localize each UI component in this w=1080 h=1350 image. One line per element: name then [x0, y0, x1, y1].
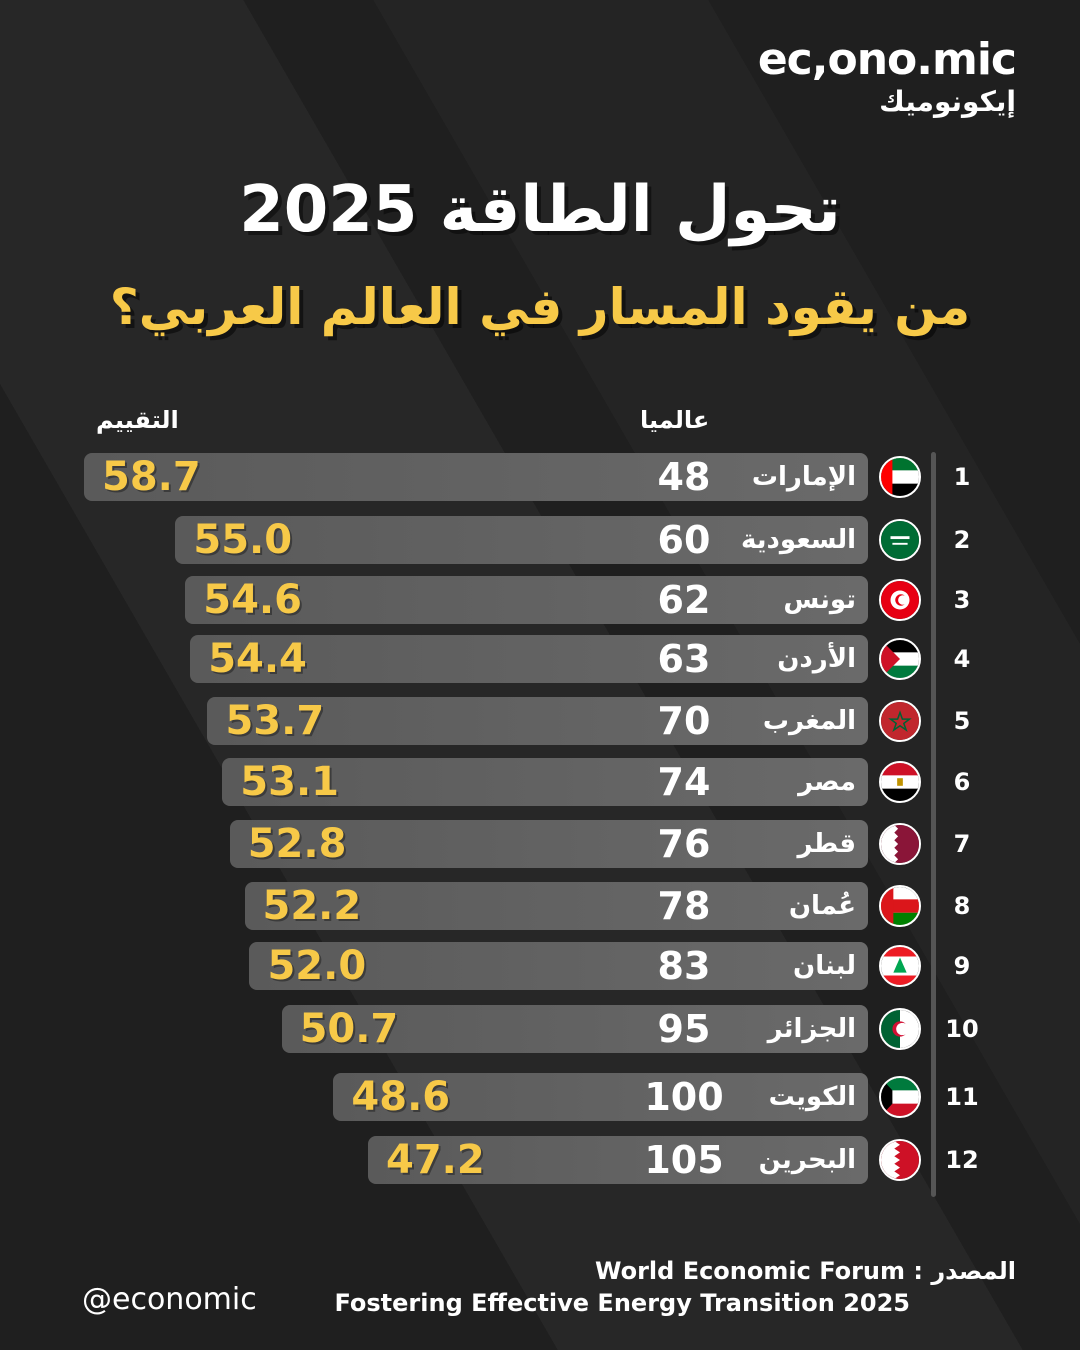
score-bar	[368, 1136, 868, 1184]
bahrain-flag-icon	[879, 1139, 921, 1181]
score-label: 52.2	[262, 883, 362, 929]
global-rank-label: 83	[657, 944, 711, 988]
country-label: الأردن	[777, 644, 856, 674]
chart-row: 54.6 62 تونس 3	[0, 576, 1080, 624]
chart-row: 54.4 63 الأردن 4	[0, 635, 1080, 683]
global-rank-label: 78	[657, 884, 711, 928]
score-bar	[84, 453, 868, 501]
country-label: الكويت	[768, 1082, 856, 1112]
rank-label: 2	[953, 526, 971, 554]
score-label: 55.0	[193, 517, 293, 563]
rank-label: 5	[953, 707, 971, 735]
score-bar	[175, 516, 868, 564]
score-bar	[281, 1005, 868, 1053]
uae-flag-icon	[879, 456, 921, 498]
jordan-flag-icon	[879, 638, 921, 680]
rank-divider	[931, 452, 936, 1197]
page-subtitle: من يقود المسار في العالم العربي؟	[109, 278, 971, 336]
kuwait-flag-icon	[879, 1076, 921, 1118]
saudi-flag-icon	[879, 519, 921, 561]
global-rank-label: 105	[644, 1138, 724, 1182]
score-bar	[185, 576, 868, 624]
country-label: المغرب	[762, 706, 856, 736]
rank-label: 11	[945, 1083, 979, 1111]
source-line-2: Fostering Effective Energy Transition 20…	[334, 1289, 910, 1317]
score-label: 54.6	[203, 577, 302, 623]
morocco-flag-icon	[879, 700, 921, 742]
score-bar	[244, 882, 868, 930]
score-label: 50.7	[299, 1006, 399, 1052]
lebanon-flag-icon	[879, 945, 921, 987]
country-label: الجزائر	[767, 1014, 856, 1044]
chart-row: 52.8 76 قطر 7	[0, 820, 1080, 868]
rank-label: 10	[945, 1015, 979, 1043]
score-label: 48.6	[351, 1074, 451, 1120]
score-label: 54.4	[208, 636, 307, 682]
chart-row: 53.7 70 المغرب 5	[0, 697, 1080, 745]
score-bar	[222, 758, 868, 806]
chart-row: 55.0 60 السعودية 2	[0, 516, 1080, 564]
rank-label: 7	[953, 830, 971, 858]
country-label: مصر	[798, 767, 856, 797]
global-rank-label: 100	[644, 1075, 724, 1119]
qatar-flag-icon	[879, 823, 921, 865]
chart-row: 50.7 95 الجزائر 10	[0, 1005, 1080, 1053]
global-rank-label: 76	[657, 822, 711, 866]
global-rank-label: 62	[657, 578, 711, 622]
score-bar	[333, 1073, 868, 1121]
country-label: لبنان	[793, 951, 856, 981]
score-label: 58.7	[102, 454, 201, 500]
rank-label: 1	[953, 463, 971, 491]
score-label: 53.7	[225, 698, 325, 744]
global-rank-column-header: عالميا	[640, 406, 710, 434]
score-column-header: التقييم	[96, 406, 179, 434]
score-bar	[249, 942, 868, 990]
score-label: 52.0	[267, 943, 367, 989]
social-handle: @economic	[82, 1282, 257, 1317]
rank-label: 3	[953, 586, 971, 614]
global-rank-label: 95	[657, 1007, 711, 1051]
global-rank-label: 70	[657, 699, 711, 743]
score-bar	[190, 635, 868, 683]
rank-label: 6	[953, 768, 971, 796]
rank-label: 9	[953, 952, 971, 980]
logo-arabic: إيكونوميك	[879, 85, 1016, 118]
logo-latin: ec,ono.mic	[757, 34, 1017, 85]
country-label: عُمان	[788, 891, 856, 921]
chart-row: 48.6 100 الكويت 11	[0, 1073, 1080, 1121]
rank-label: 12	[945, 1146, 979, 1174]
algeria-flag-icon	[879, 1008, 921, 1050]
rank-label: 4	[953, 645, 971, 673]
source-line-1: World Economic Forum : المصدر	[594, 1257, 1016, 1285]
chart-row: 52.0 83 لبنان 9	[0, 942, 1080, 990]
chart-row: 52.2 78 عُمان 8	[0, 882, 1080, 930]
score-label: 47.2	[386, 1137, 485, 1183]
score-bar	[207, 697, 868, 745]
country-label: البحرين	[758, 1145, 856, 1175]
brand-logo: ec,ono.mic إيكونوميك	[757, 34, 1017, 118]
chart-row: 58.7 48 الإمارات 1	[0, 453, 1080, 501]
tunisia-flag-icon	[879, 579, 921, 621]
rank-label: 8	[953, 892, 971, 920]
page-title: تحول الطاقة 2025	[239, 173, 841, 247]
score-label: 53.1	[240, 759, 339, 805]
chart-row: 47.2 105 البحرين 12	[0, 1136, 1080, 1184]
global-rank-label: 60	[657, 518, 711, 562]
oman-flag-icon	[879, 885, 921, 927]
egypt-flag-icon	[879, 761, 921, 803]
chart-row: 53.1 74 مصر 6	[0, 758, 1080, 806]
score-label: 52.8	[247, 821, 347, 867]
country-label: قطر	[797, 829, 856, 859]
global-rank-label: 63	[657, 637, 711, 681]
global-rank-label: 48	[657, 455, 711, 499]
source-note: World Economic Forum : المصدر Fostering …	[334, 1255, 1016, 1319]
country-label: السعودية	[741, 525, 856, 555]
country-label: تونس	[783, 585, 856, 615]
score-bar	[229, 820, 868, 868]
global-rank-label: 74	[657, 760, 711, 804]
country-label: الإمارات	[751, 462, 856, 492]
